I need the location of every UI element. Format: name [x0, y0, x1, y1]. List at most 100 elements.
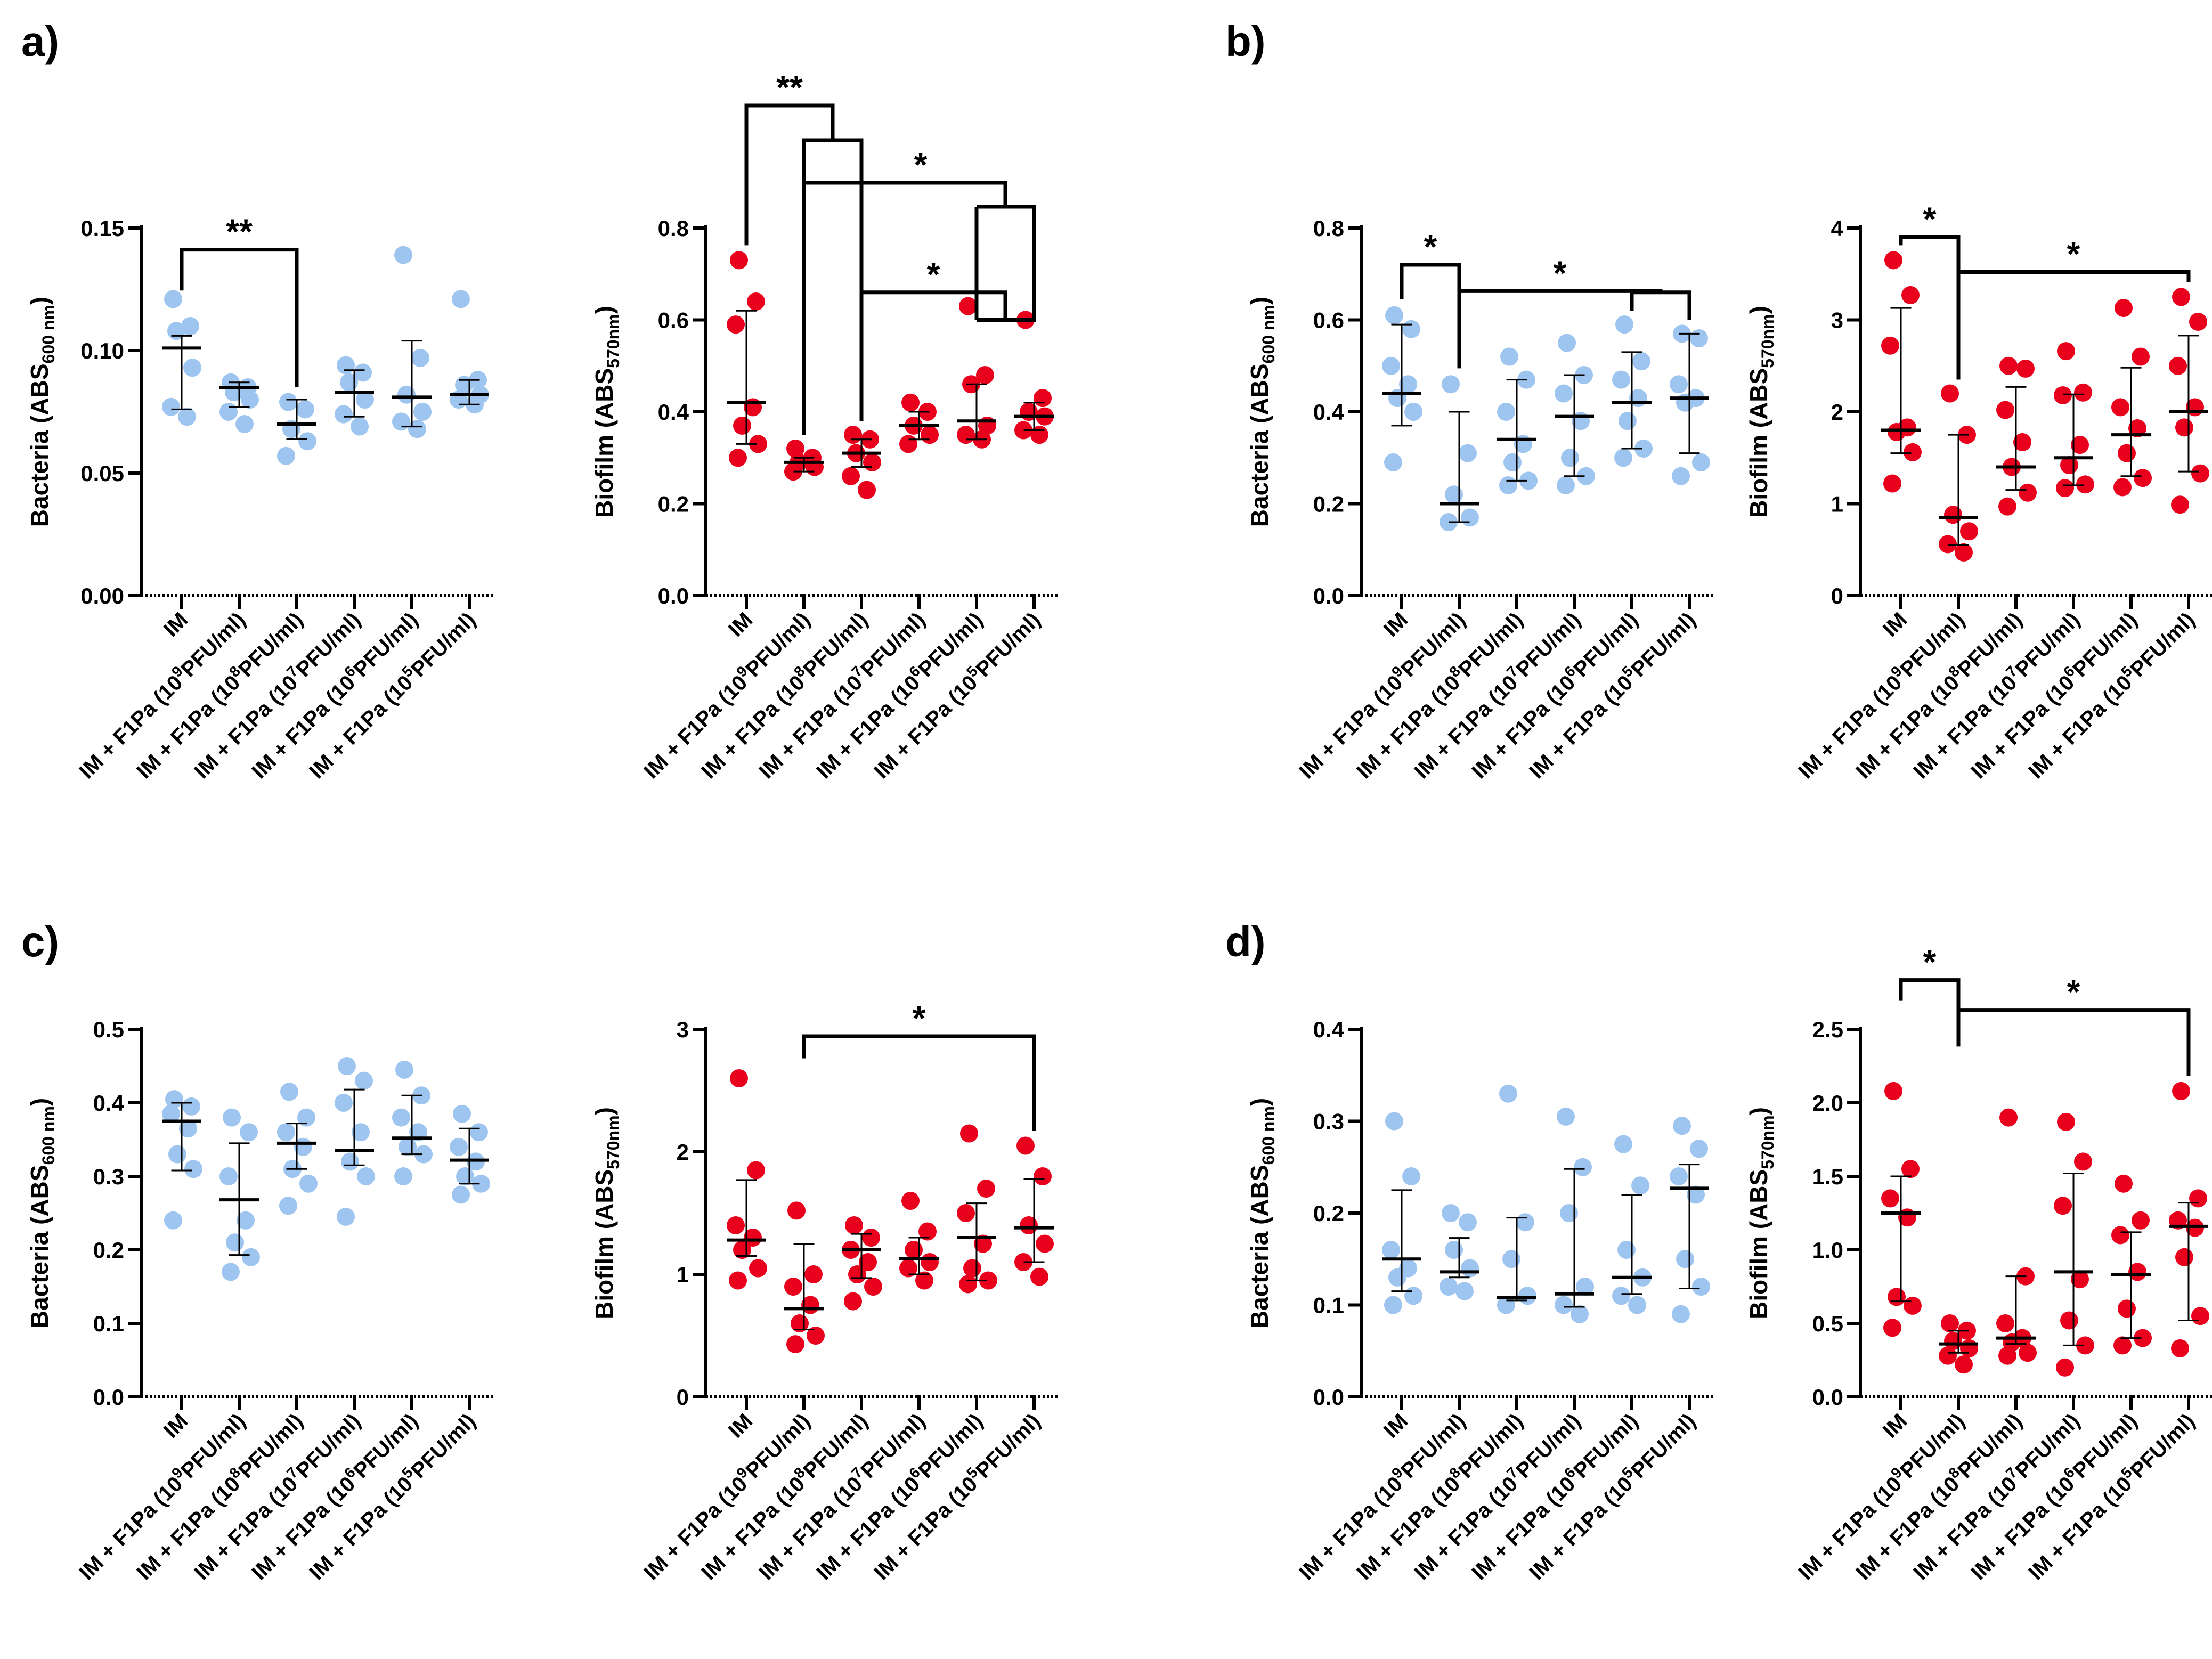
data-point — [784, 1278, 802, 1296]
data-point — [1901, 286, 1920, 304]
data-point — [1555, 1296, 1573, 1314]
y-axis-title-main: Bacteria (ABS — [1246, 363, 1273, 527]
data-point — [979, 1271, 997, 1290]
data-point — [1014, 1253, 1032, 1271]
data-point — [1631, 1176, 1649, 1195]
x-category-label: IM — [159, 1409, 193, 1443]
data-point — [1960, 522, 1978, 541]
y-tick-label: 0.6 — [658, 308, 689, 333]
y-axis-title-main: Bacteria (ABS — [26, 363, 53, 527]
data-point — [1904, 443, 1922, 461]
data-point — [394, 1167, 412, 1185]
data-point — [807, 1327, 825, 1345]
data-point — [747, 292, 765, 311]
data-point — [730, 1069, 748, 1087]
data-point — [1881, 336, 1899, 355]
data-point — [1612, 1287, 1630, 1305]
chart-d-bacteria: 0.0 0.1 0.2 0.3 0.4 Bacteria (ABS600 nm) IM IM … — [1246, 1017, 1713, 1584]
data-point — [730, 251, 748, 270]
y-tick-label: 0.1 — [93, 1311, 124, 1336]
y-tick-label: 0.4 — [658, 400, 689, 425]
data-point — [392, 1108, 410, 1127]
data-point — [162, 1104, 180, 1123]
significance-bracket — [859, 290, 1007, 421]
y-axis-title-subscript: 600 nm — [1259, 305, 1278, 363]
panel-label-d: d) — [1225, 918, 1266, 965]
y-axis-title: Biofilm (ABS570nm) — [1745, 1107, 1777, 1319]
y-tick-label: 0.5 — [93, 1017, 124, 1042]
data-point — [2071, 436, 2089, 454]
data-point — [2074, 383, 2092, 402]
data-point — [1384, 1296, 1402, 1314]
data-point — [2169, 356, 2187, 375]
data-point — [2134, 469, 2152, 487]
data-point — [2113, 478, 2132, 497]
category-label-text: IM + F1Pa (10 — [247, 1472, 360, 1584]
y-tick-label: 0.05 — [80, 461, 124, 486]
y-axis-title: Bacteria (ABS600 nm) — [1246, 1098, 1278, 1328]
data-point — [1996, 401, 2014, 419]
data-point — [1690, 329, 1708, 347]
significance-bracket — [802, 181, 1007, 435]
y-axis-title: Biofilm (ABS570nm) — [1745, 306, 1777, 518]
significance-bracket — [1400, 263, 1461, 369]
significance-label: * — [2067, 235, 2080, 273]
category-label-text: IM + F1Pa (10 — [1525, 671, 1637, 783]
data-point — [1516, 1213, 1534, 1232]
category-label-text: IM — [724, 1409, 758, 1443]
y-axis-title-close: ) — [1246, 1098, 1273, 1106]
data-point — [355, 1071, 373, 1090]
data-point — [414, 1145, 433, 1164]
y-axis-title: Biofilm (ABS570nm) — [590, 306, 623, 518]
y-axis-title-close: ) — [590, 1107, 618, 1115]
data-point — [1442, 1204, 1460, 1222]
data-point — [963, 1259, 981, 1278]
category-label-text: IM + F1Pa (10 — [75, 671, 187, 783]
y-tick-label: 0.5 — [1812, 1311, 1843, 1336]
category-label-text: IM + F1Pa (10 — [190, 1472, 302, 1584]
data-point — [1999, 356, 2018, 375]
y-axis-title: Bacteria (ABS600 nm) — [1246, 297, 1278, 527]
data-point — [1404, 1287, 1422, 1305]
data-point — [335, 405, 353, 424]
data-point — [1518, 1287, 1536, 1305]
significance-bracket — [802, 1034, 1036, 1131]
y-tick-label: 0.0 — [93, 1385, 124, 1410]
y-tick-label: 1 — [677, 1262, 689, 1287]
data-point — [277, 1123, 295, 1142]
y-tick-label: 2 — [677, 1140, 689, 1165]
category-label-text: IM — [1878, 608, 1912, 641]
data-point — [957, 1204, 975, 1222]
y-tick-label: 3 — [677, 1017, 689, 1042]
data-point — [784, 462, 802, 481]
data-point — [2016, 359, 2035, 378]
data-point — [1676, 393, 1694, 412]
data-point — [1998, 1346, 2016, 1365]
data-point — [1571, 1305, 1589, 1323]
category-label-text: IM + F1Pa (10 — [869, 1472, 982, 1584]
data-point — [351, 417, 369, 436]
y-axis-title-main: Biofilm (ABS — [590, 368, 618, 518]
category-label-text: IM + F1Pa (10 — [754, 671, 867, 783]
data-point — [2111, 398, 2129, 417]
data-point — [921, 426, 939, 444]
data-point — [470, 1123, 488, 1142]
significance-bracket — [1956, 1008, 2191, 1076]
data-point — [184, 1160, 202, 1178]
data-point — [2056, 1358, 2074, 1377]
data-point — [1502, 1250, 1520, 1268]
data-point — [2134, 1329, 2152, 1347]
data-point — [858, 481, 876, 499]
y-tick-label: 0.2 — [1313, 1201, 1344, 1226]
x-category-label: IM — [159, 608, 193, 641]
data-point — [2056, 479, 2074, 498]
data-point — [1901, 1160, 1920, 1178]
data-point — [241, 391, 259, 409]
data-point — [399, 1137, 417, 1156]
data-point — [786, 1335, 804, 1354]
data-point — [1884, 1081, 1902, 1100]
data-point — [729, 1271, 747, 1290]
data-point — [2132, 1211, 2150, 1230]
